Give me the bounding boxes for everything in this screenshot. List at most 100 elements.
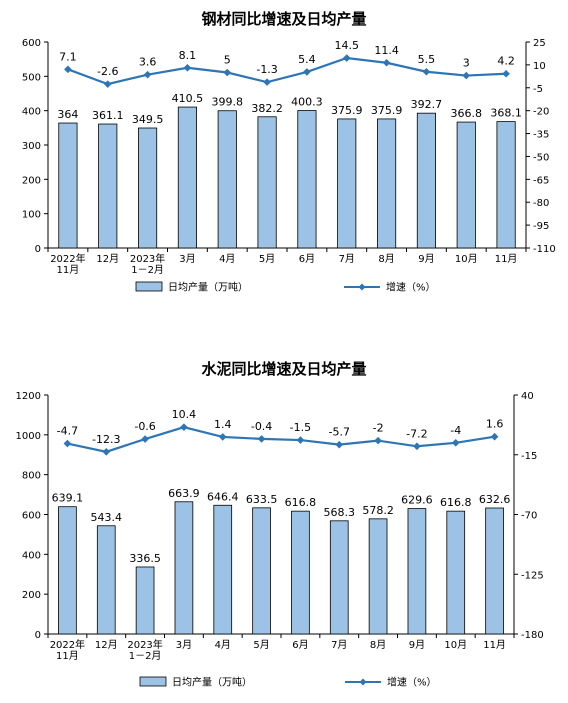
growth-value-label: 3 — [463, 57, 470, 70]
bar — [174, 501, 194, 635]
left-tick-label: 1200 — [16, 391, 41, 402]
cement-chart: 水泥同比增速及日均产量 0 200 400 600 800 1000 1200 40 -15 -70… — [0, 355, 568, 703]
growth-value-label: -2 — [373, 422, 384, 435]
category-label: 11月 — [57, 264, 80, 276]
bar-value-label: 639.1 — [52, 492, 84, 505]
growth-point — [296, 436, 305, 444]
bar-value-label: 646.4 — [207, 490, 239, 503]
bar — [456, 121, 476, 249]
bar — [257, 116, 277, 249]
bar — [368, 518, 388, 635]
growth-point — [342, 54, 351, 62]
legend-line-label: 增速（%） — [386, 281, 436, 294]
growth-point — [462, 71, 471, 80]
left-tick-label: 600 — [22, 38, 41, 49]
bar — [96, 525, 116, 635]
growth-point — [490, 432, 499, 441]
growth-value-label: 3.6 — [139, 56, 157, 69]
bar — [217, 110, 237, 249]
bar — [416, 112, 436, 249]
category-label: 8月 — [378, 253, 394, 265]
bar-value-label: 663.9 — [168, 487, 200, 500]
growth-value-label: -12.3 — [92, 433, 120, 446]
bar — [177, 106, 197, 249]
bar — [337, 118, 357, 249]
bar — [135, 566, 155, 635]
category-label: 10月 — [455, 253, 478, 265]
bar-value-label: 349.5 — [132, 113, 164, 126]
growth-value-label: 10.4 — [172, 408, 197, 421]
legend-line-marker — [359, 678, 367, 686]
growth-line — [67, 56, 507, 86]
bar-value-label: 410.5 — [172, 92, 204, 105]
right-tick-label: 40 — [521, 391, 534, 402]
chart-title: 钢材同比增速及日均产量 — [201, 10, 366, 28]
bar — [291, 510, 310, 635]
category-label: 9月 — [409, 639, 425, 651]
growth-value-label: 5.4 — [298, 53, 316, 66]
bar — [98, 123, 118, 249]
bar — [138, 127, 158, 249]
category-label: 12月 — [96, 253, 119, 265]
right-tick-label: -35 — [533, 130, 549, 141]
category-label: 7月 — [331, 639, 347, 651]
legend-line-label: 增速（%） — [387, 676, 437, 689]
right-tick-label: -70 — [521, 511, 537, 522]
growth-point — [257, 435, 266, 443]
category-label: 8月 — [370, 639, 386, 651]
left-tick-label: 300 — [22, 141, 41, 152]
bar-value-label: 375.9 — [371, 104, 403, 117]
growth-value-label: 1.4 — [214, 418, 232, 431]
category-label: 2022年 — [50, 638, 85, 651]
bar — [58, 122, 78, 249]
growth-value-label: 11.4 — [374, 44, 399, 57]
category-label: 2023年 — [127, 638, 162, 651]
bar-value-label: 616.8 — [440, 496, 472, 509]
bar-value-label: 368.1 — [490, 107, 522, 120]
category-label: 11月 — [483, 639, 506, 651]
growth-value-label: -1.5 — [290, 421, 311, 434]
growth-value-label: -4 — [450, 424, 461, 437]
bar-value-label: 366.8 — [451, 107, 483, 120]
left-tick-label: 100 — [22, 210, 41, 221]
bar — [407, 508, 427, 635]
right-tick-label: -65 — [533, 175, 549, 186]
category-label: 5月 — [253, 639, 269, 651]
growth-value-label: 7.1 — [59, 50, 77, 63]
bar-value-label: 616.8 — [285, 496, 317, 509]
growth-point — [141, 435, 149, 443]
left-tick-label: 1000 — [16, 431, 41, 442]
growth-point — [303, 68, 311, 76]
growth-point — [374, 436, 382, 445]
steel-chart-svg: 钢材同比增速及日均产量 0 100 200 300 400 500 600 25 10 -5 -20 -… — [22, 10, 556, 294]
growth-point — [382, 58, 391, 67]
bar-value-label: 578.2 — [362, 504, 394, 517]
growth-value-label: -4.7 — [57, 425, 78, 438]
category-label: 1－2月 — [131, 264, 164, 276]
category-label: 1－2月 — [129, 650, 162, 662]
bar-value-label: 399.8 — [212, 96, 244, 109]
bar-value-label: 633.5 — [246, 493, 278, 506]
growth-point — [180, 423, 188, 431]
bar-value-label: 361.1 — [92, 109, 124, 122]
growth-value-label: -7.2 — [406, 427, 427, 440]
growth-point — [502, 69, 510, 78]
category-label: 3月 — [176, 639, 192, 651]
right-tick-label: -110 — [533, 244, 556, 255]
bar-value-label: 382.2 — [251, 102, 283, 115]
growth-point — [223, 68, 232, 77]
category-label: 4月 — [219, 253, 235, 265]
growth-point — [422, 67, 431, 76]
category-label: 10月 — [444, 639, 467, 651]
growth-value-label: 1.6 — [486, 418, 504, 431]
right-tick-label: -180 — [521, 630, 544, 641]
category-label: 5月 — [259, 253, 275, 265]
bar — [297, 110, 317, 249]
bar-value-label: 400.3 — [291, 96, 323, 109]
bar — [213, 504, 233, 635]
right-tick-label: -125 — [521, 570, 544, 581]
growth-point — [64, 65, 72, 74]
category-label: 4月 — [215, 639, 231, 651]
growth-value-label: -2.6 — [97, 65, 118, 78]
right-tick-label: 25 — [533, 38, 546, 49]
